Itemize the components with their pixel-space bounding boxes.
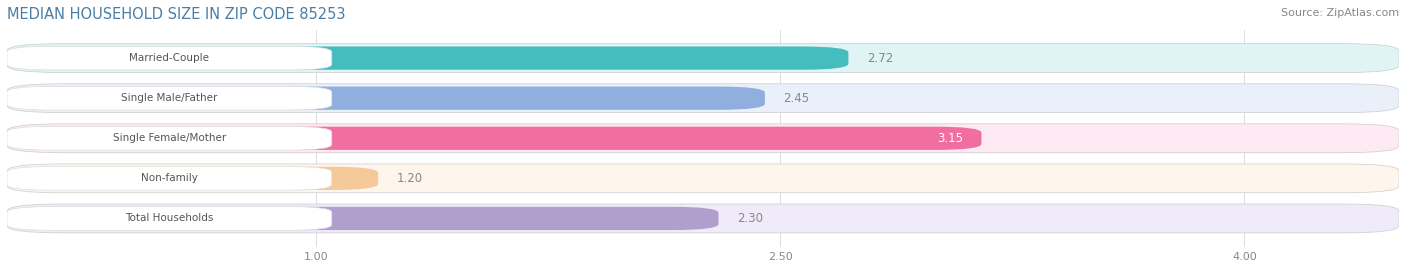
FancyBboxPatch shape (7, 167, 378, 190)
FancyBboxPatch shape (7, 207, 332, 230)
Text: Total Households: Total Households (125, 213, 214, 224)
FancyBboxPatch shape (7, 164, 1399, 193)
FancyBboxPatch shape (7, 44, 1399, 73)
Text: MEDIAN HOUSEHOLD SIZE IN ZIP CODE 85253: MEDIAN HOUSEHOLD SIZE IN ZIP CODE 85253 (7, 7, 346, 22)
FancyBboxPatch shape (7, 126, 332, 150)
Text: 2.45: 2.45 (783, 92, 810, 105)
Text: Non-family: Non-family (141, 173, 198, 183)
Text: Source: ZipAtlas.com: Source: ZipAtlas.com (1281, 8, 1399, 18)
FancyBboxPatch shape (7, 204, 1399, 233)
Text: Married-Couple: Married-Couple (129, 53, 209, 63)
FancyBboxPatch shape (7, 124, 1399, 153)
FancyBboxPatch shape (7, 46, 332, 70)
Text: 2.30: 2.30 (737, 212, 763, 225)
FancyBboxPatch shape (7, 87, 765, 110)
Text: Single Male/Father: Single Male/Father (121, 93, 218, 103)
FancyBboxPatch shape (7, 84, 1399, 113)
Text: 1.20: 1.20 (396, 172, 423, 185)
Text: Single Female/Mother: Single Female/Mother (112, 133, 226, 143)
Text: 2.72: 2.72 (868, 52, 893, 65)
FancyBboxPatch shape (7, 86, 332, 110)
FancyBboxPatch shape (7, 167, 332, 190)
FancyBboxPatch shape (7, 207, 718, 230)
Text: 3.15: 3.15 (936, 132, 963, 145)
FancyBboxPatch shape (7, 127, 981, 150)
FancyBboxPatch shape (7, 47, 848, 70)
